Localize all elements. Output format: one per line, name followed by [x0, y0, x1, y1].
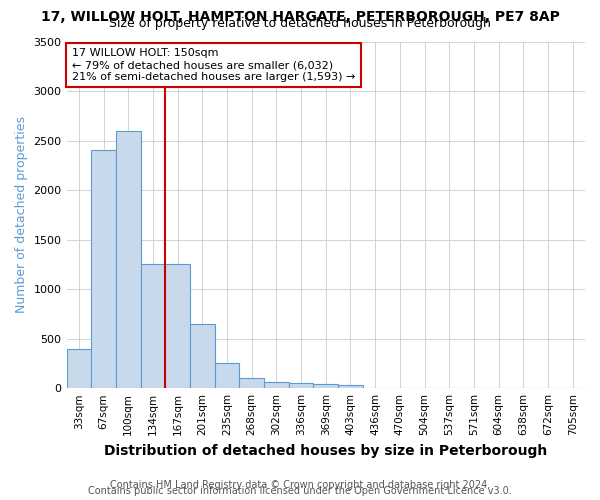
X-axis label: Distribution of detached houses by size in Peterborough: Distribution of detached houses by size …	[104, 444, 547, 458]
Text: Contains public sector information licensed under the Open Government Licence v3: Contains public sector information licen…	[88, 486, 512, 496]
Bar	[91, 150, 116, 388]
Bar	[116, 130, 140, 388]
Text: 17 WILLOW HOLT: 150sqm
← 79% of detached houses are smaller (6,032)
21% of semi-: 17 WILLOW HOLT: 150sqm ← 79% of detached…	[72, 48, 355, 82]
Bar	[140, 264, 165, 388]
Bar	[165, 264, 190, 388]
Bar	[215, 364, 239, 388]
Bar	[67, 348, 91, 388]
Text: 17, WILLOW HOLT, HAMPTON HARGATE, PETERBOROUGH, PE7 8AP: 17, WILLOW HOLT, HAMPTON HARGATE, PETERB…	[41, 10, 559, 24]
Text: Contains HM Land Registry data © Crown copyright and database right 2024.: Contains HM Land Registry data © Crown c…	[110, 480, 490, 490]
Bar	[239, 378, 264, 388]
Bar	[190, 324, 215, 388]
Bar	[264, 382, 289, 388]
Bar	[338, 385, 363, 388]
Text: Size of property relative to detached houses in Peterborough: Size of property relative to detached ho…	[109, 18, 491, 30]
Y-axis label: Number of detached properties: Number of detached properties	[15, 116, 28, 314]
Bar	[289, 383, 313, 388]
Bar	[313, 384, 338, 388]
